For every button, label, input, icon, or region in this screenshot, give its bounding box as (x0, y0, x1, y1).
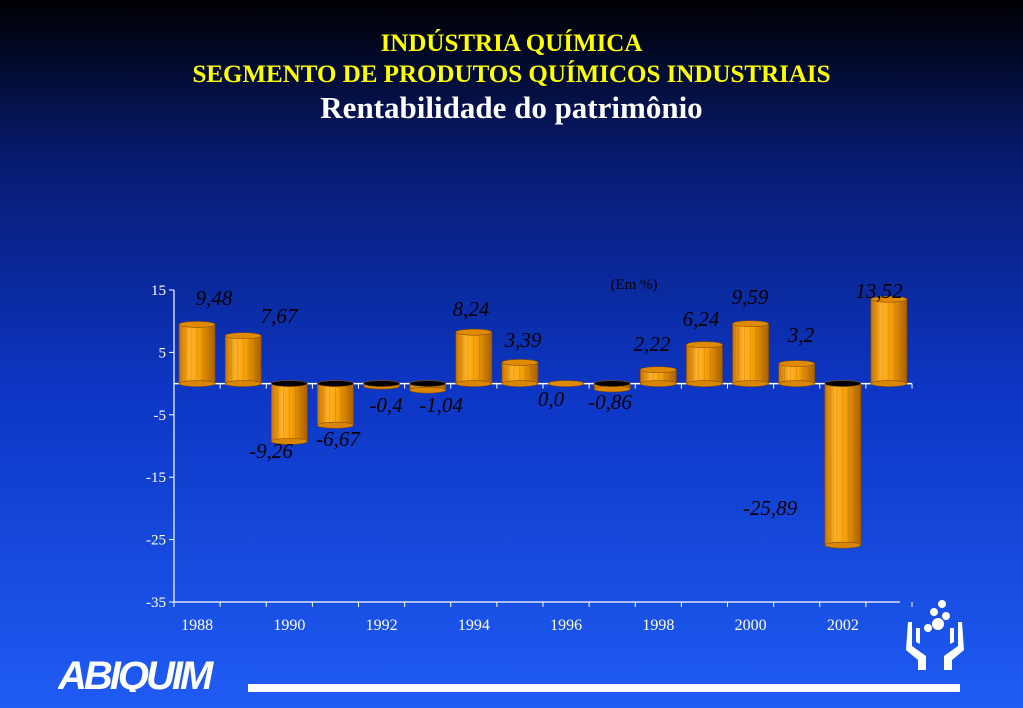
value-label: 13,52 (855, 279, 903, 303)
y-tick-label: -25 (146, 533, 166, 549)
bar-top-cap (593, 380, 631, 387)
bar-top-cap (501, 359, 539, 366)
bar (317, 380, 354, 429)
bar (501, 359, 539, 387)
bar (455, 328, 493, 387)
bar-top-cap (455, 328, 493, 336)
bar-bottom-cap (640, 380, 677, 387)
bar (870, 295, 908, 387)
bar-bottom-cap (686, 380, 723, 387)
bar (363, 380, 400, 390)
bar-top-cap (547, 380, 585, 387)
bar (778, 360, 815, 387)
bar (824, 380, 862, 549)
value-label: 0,0 (538, 387, 565, 411)
bar (686, 341, 723, 387)
bar-top-cap (178, 321, 216, 328)
y-tick-label: -5 (154, 408, 167, 424)
bar-top-cap (870, 295, 908, 303)
logo-text: ABIQUIM (58, 656, 215, 692)
bar-top-cap (686, 341, 723, 348)
chart-subtitle: Rentabilidade do patrimônio (320, 90, 703, 125)
value-label: 8,24 (453, 297, 490, 321)
value-label: -0,86 (588, 390, 632, 414)
value-label: 3,2 (787, 323, 815, 347)
bar-top-cap (409, 380, 446, 387)
x-tick-label: 1992 (366, 617, 398, 634)
bar-top-cap (363, 380, 400, 387)
bar (271, 380, 308, 445)
value-labels: 9,48 7,67 -9,26 -6,67 -0,4 -1,04 8,24 3,39 0,0 -0… (196, 279, 904, 520)
value-label: -1,04 (419, 393, 463, 417)
value-label: -0,4 (369, 393, 403, 417)
x-tick-label: 1998 (642, 617, 674, 634)
hands-molecule-icon (906, 600, 964, 670)
bar (224, 332, 262, 387)
value-label: -9,26 (249, 439, 293, 463)
x-tick-label: 1990 (273, 617, 305, 634)
title-line-2: SEGMENTO DE PRODUTOS QUÍMICOS INDUSTRIAI… (192, 61, 831, 88)
bar-top-cap (778, 360, 815, 367)
bar (593, 380, 631, 393)
x-tick-label: 1988 (181, 617, 213, 634)
title-block: INDÚSTRIA QUÍMICA SEGMENTO DE PRODUTOS Q… (0, 28, 1023, 126)
bar (640, 366, 677, 387)
y-tick-label: 15 (151, 283, 166, 299)
value-label: 7,67 (261, 304, 299, 328)
bar (732, 320, 769, 387)
value-label: -25,89 (743, 496, 798, 520)
bar-top-cap (271, 380, 308, 387)
bar-top-cap (317, 380, 354, 387)
bar-top-cap (824, 380, 862, 387)
bar-bottom-cap (732, 380, 769, 387)
bar-bottom-cap (455, 380, 493, 387)
y-tick-label: -35 (146, 595, 166, 611)
bar-bottom-cap (501, 380, 539, 387)
unit-note: (Em %) (610, 277, 657, 293)
title-line-1: INDÚSTRIA QUÍMICA (380, 30, 643, 57)
bar-top-cap (224, 332, 262, 340)
value-label: 9,48 (196, 286, 233, 310)
bar-bottom-cap (824, 541, 862, 549)
x-tick-label: 2002 (827, 617, 859, 634)
value-label: -6,67 (316, 427, 361, 451)
value-label: 6,24 (683, 307, 720, 331)
logo-underline (248, 684, 960, 692)
y-tick-label: 5 (159, 345, 167, 361)
value-label: 3,39 (504, 328, 542, 352)
abiquim-logo: ABIQUIM (58, 656, 218, 692)
y-tick-label: -15 (146, 470, 166, 486)
bar-bottom-cap (870, 380, 908, 387)
bar (178, 321, 216, 387)
x-tick-label: 1994 (458, 617, 490, 634)
bar-top-cap (732, 320, 769, 328)
bar-bottom-cap (317, 421, 354, 429)
bar-bottom-cap (409, 386, 446, 394)
bar-bottom-cap (271, 438, 308, 445)
value-label: 2,22 (634, 332, 671, 356)
bars (178, 295, 908, 549)
x-tick-label: 1996 (550, 617, 582, 634)
x-tick-label: 2000 (735, 617, 767, 634)
bar (547, 380, 585, 387)
bar (409, 380, 446, 394)
bar-top-cap (640, 366, 677, 374)
bar-bottom-cap (224, 380, 262, 387)
value-label: 9,59 (732, 285, 769, 309)
bar-bottom-cap (178, 380, 216, 387)
bar-bottom-cap (778, 380, 815, 387)
